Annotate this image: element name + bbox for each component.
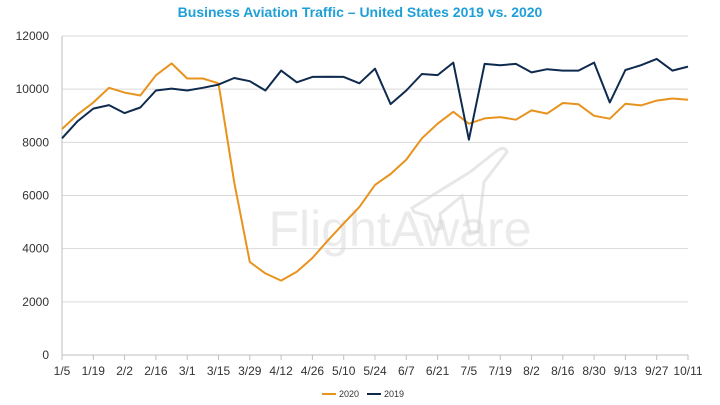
y-tick-label-10000: 10000 bbox=[16, 82, 50, 96]
x-tick-label-3/29: 3/29 bbox=[238, 364, 262, 378]
airplane-watermark-icon bbox=[410, 146, 509, 236]
y-tick-label-2000: 2000 bbox=[22, 295, 49, 309]
x-tick-label-2/2: 2/2 bbox=[116, 364, 133, 378]
x-tick-label-8/16: 8/16 bbox=[551, 364, 575, 378]
chart-title: Business Aviation Traffic – United State… bbox=[177, 4, 543, 20]
y-tick-label-4000: 4000 bbox=[22, 242, 49, 256]
x-tick-label-6/21: 6/21 bbox=[426, 364, 450, 378]
x-tick-label-9/13: 9/13 bbox=[614, 364, 638, 378]
legend-label-2019: 2019 bbox=[384, 389, 404, 399]
x-tick-label-6/7: 6/7 bbox=[398, 364, 415, 378]
y-axis-tick-labels: 0 2000 4000 6000 8000 10000 12000 bbox=[16, 29, 50, 362]
y-tick-label-8000: 8000 bbox=[22, 135, 49, 149]
y-tick-label-12000: 12000 bbox=[16, 29, 50, 43]
x-tick-label-3/15: 3/15 bbox=[207, 364, 231, 378]
y-tick-label-6000: 6000 bbox=[22, 189, 49, 203]
series-line-2019 bbox=[61, 57, 689, 141]
x-tick-label-7/19: 7/19 bbox=[489, 364, 513, 378]
gridlines bbox=[62, 35, 688, 303]
watermark-text: FlightAware bbox=[268, 201, 531, 257]
x-tick-label-5/10: 5/10 bbox=[332, 364, 356, 378]
x-tick-label-1/5: 1/5 bbox=[54, 364, 71, 378]
x-tick-label-8/2: 8/2 bbox=[523, 364, 540, 378]
x-tick-label-9/27: 9/27 bbox=[645, 364, 669, 378]
x-tick-label-1/19: 1/19 bbox=[82, 364, 106, 378]
x-tick-label-2/16: 2/16 bbox=[144, 364, 168, 378]
legend-label-2020: 2020 bbox=[339, 389, 359, 399]
x-tick-label-5/24: 5/24 bbox=[363, 364, 387, 378]
x-tick-label-7/5: 7/5 bbox=[461, 364, 478, 378]
series-lines bbox=[61, 57, 689, 282]
legend: 2020 2019 bbox=[322, 389, 404, 399]
series-line-2020 bbox=[61, 62, 689, 282]
y-tick-label-0: 0 bbox=[42, 348, 49, 362]
x-tick-label-3/1: 3/1 bbox=[179, 364, 196, 378]
x-tick-label-8/30: 8/30 bbox=[582, 364, 606, 378]
x-tick-label-10/11: 10/11 bbox=[673, 364, 702, 378]
x-axis-tick-labels: 1/5 1/19 2/2 2/16 3/1 3/15 3/29 4/12 4/26 5/10 5/2… bbox=[54, 355, 703, 378]
x-tick-label-4/12: 4/12 bbox=[269, 364, 293, 378]
x-tick-label-4/26: 4/26 bbox=[301, 364, 325, 378]
